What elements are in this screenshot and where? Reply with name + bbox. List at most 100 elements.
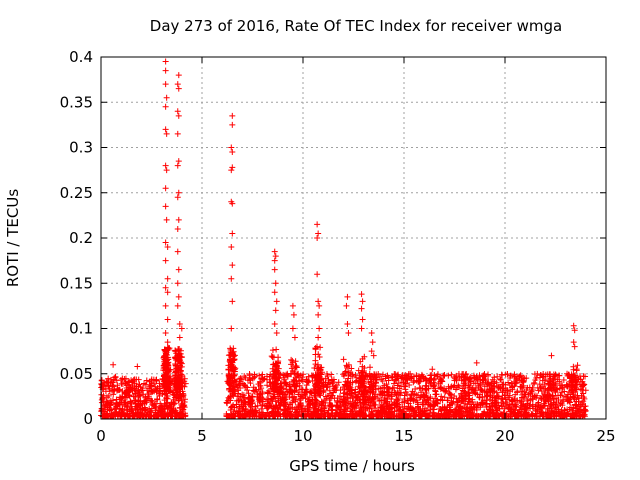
data-points (98, 58, 589, 420)
data-point (153, 387, 160, 394)
data-point (367, 364, 374, 371)
data-point (137, 392, 144, 399)
data-point (229, 164, 236, 171)
data-point (330, 376, 337, 383)
data-point (162, 126, 169, 133)
data-point (148, 376, 155, 383)
data-point (229, 149, 236, 156)
data-point (106, 407, 113, 414)
x-tick-label: 0 (96, 427, 106, 445)
data-point (229, 298, 236, 305)
data-point (429, 366, 436, 373)
data-point (149, 388, 156, 395)
data-point (174, 194, 181, 201)
data-point (271, 289, 278, 296)
data-point (152, 407, 159, 414)
data-point (126, 392, 133, 399)
data-point (174, 393, 181, 400)
y-tick-label: 0.3 (69, 139, 93, 157)
data-point (175, 85, 182, 92)
data-point (344, 320, 351, 327)
x-tick-label: 15 (394, 427, 413, 445)
data-point (122, 413, 129, 420)
y-tick-label: 0.1 (69, 320, 93, 338)
data-point (162, 185, 169, 192)
data-point (434, 400, 441, 407)
data-point (131, 390, 138, 397)
data-point (389, 373, 396, 380)
data-point (111, 386, 118, 393)
data-point (315, 311, 322, 318)
data-point (100, 392, 107, 399)
data-point (322, 393, 329, 400)
data-point (181, 398, 188, 405)
data-point (124, 400, 131, 407)
data-point (455, 396, 462, 403)
data-point (296, 389, 303, 396)
data-point (311, 365, 318, 372)
data-point (296, 397, 303, 404)
data-point (162, 257, 169, 264)
data-point (175, 158, 182, 165)
data-point (110, 361, 117, 368)
data-point (162, 58, 169, 65)
data-point (580, 390, 587, 397)
data-point (125, 392, 132, 399)
data-point (162, 67, 169, 74)
data-point (272, 307, 279, 314)
data-point (175, 397, 182, 404)
data-point (162, 103, 169, 110)
data-point (174, 280, 181, 287)
data-point (478, 387, 485, 394)
data-point (108, 406, 115, 413)
data-point (314, 271, 321, 278)
data-point (110, 391, 117, 398)
data-point (271, 320, 278, 327)
data-point (315, 298, 322, 305)
data-point (571, 343, 578, 350)
data-point (156, 403, 163, 410)
data-point (271, 257, 278, 264)
data-point (174, 162, 181, 169)
data-point (103, 410, 110, 417)
data-point (175, 112, 182, 119)
data-point (102, 382, 109, 389)
data-point (140, 413, 147, 420)
data-point (137, 397, 144, 404)
data-point (269, 354, 276, 361)
y-tick-label: 0.15 (60, 274, 93, 292)
data-point (170, 391, 177, 398)
data-point (344, 293, 351, 300)
data-point (128, 377, 135, 384)
y-tick-label: 0.2 (69, 229, 93, 247)
data-point (109, 397, 116, 404)
data-point (312, 357, 319, 364)
data-point (164, 275, 171, 282)
data-point (102, 406, 109, 413)
data-point (432, 391, 439, 398)
data-point (175, 216, 182, 223)
data-point (556, 378, 563, 385)
data-point (139, 406, 146, 413)
data-point (530, 381, 537, 388)
y-tick-label: 0.25 (60, 184, 93, 202)
data-point (271, 266, 278, 273)
data-point (358, 291, 365, 298)
data-point (570, 322, 577, 329)
data-point (127, 400, 134, 407)
data-point (154, 395, 161, 402)
data-point (229, 230, 236, 237)
data-point (174, 225, 181, 232)
data-point (136, 401, 143, 408)
data-point (175, 189, 182, 196)
data-point (121, 389, 128, 396)
data-point (149, 398, 156, 405)
data-point (359, 316, 366, 323)
data-point (171, 400, 178, 407)
data-point (548, 352, 555, 359)
x-tick-label: 10 (293, 427, 312, 445)
data-point (229, 121, 236, 128)
data-point (164, 339, 171, 346)
data-point (434, 371, 441, 378)
data-point (132, 400, 139, 407)
